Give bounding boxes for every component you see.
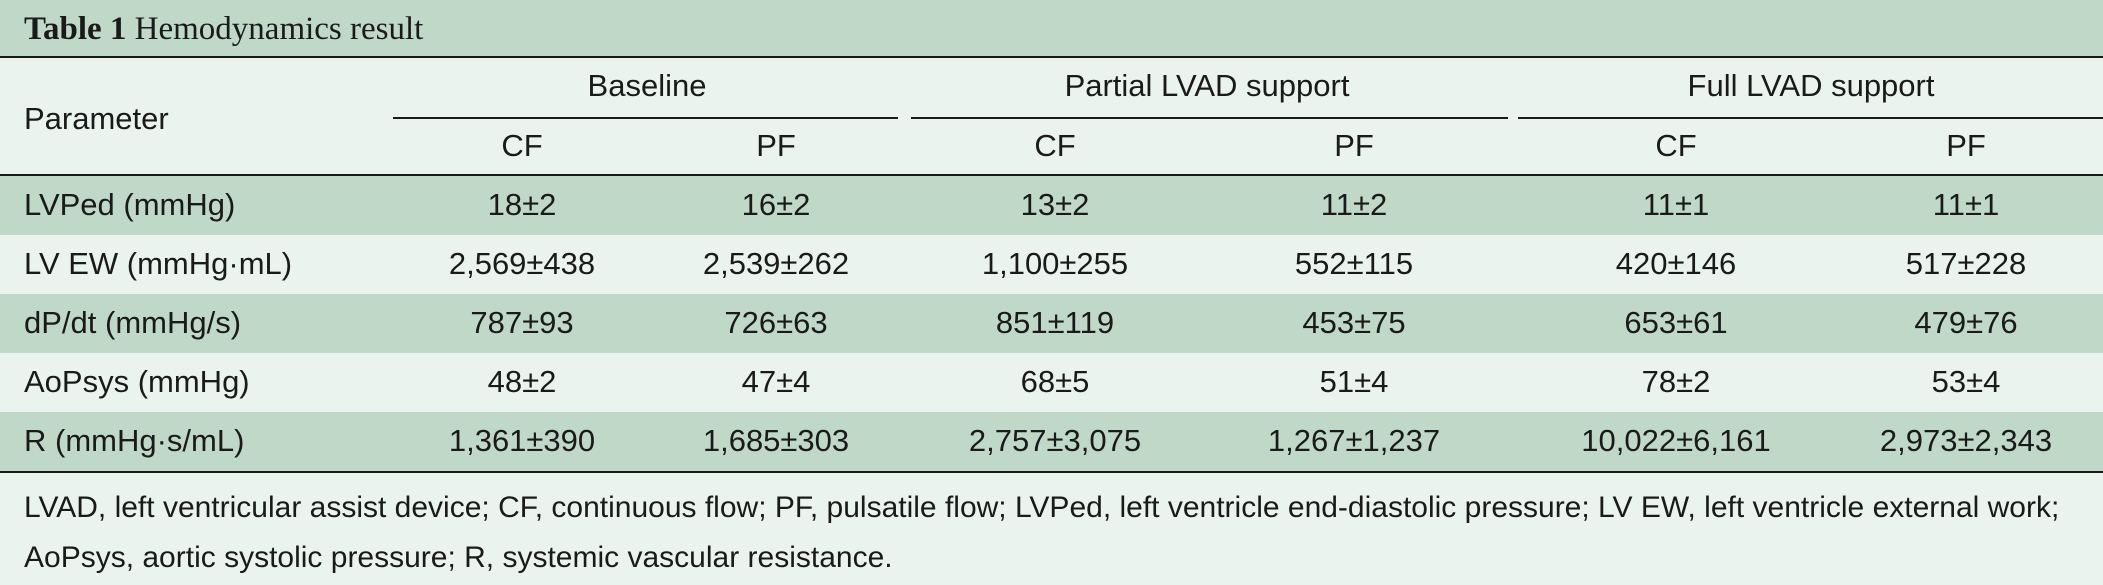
cell-full-cf: 11±1 bbox=[1642, 187, 1710, 222]
table-footnote: LVAD, left ventricular assist device; CF… bbox=[0, 471, 2103, 585]
header-group-full-lvad: Full LVAD support bbox=[1687, 68, 1935, 103]
cell-baseline-pf: 47±4 bbox=[741, 364, 811, 399]
group-underline-partial-lvad bbox=[911, 117, 1508, 119]
cell-baseline-pf: 16±2 bbox=[741, 187, 811, 222]
cell-partial-cf: 68±5 bbox=[1020, 364, 1090, 399]
cell-partial-pf: 11±2 bbox=[1320, 187, 1388, 222]
table-number: Table 1 bbox=[24, 11, 127, 47]
cell-full-cf: 420±146 bbox=[1615, 246, 1737, 281]
cell-full-pf: 479±76 bbox=[1914, 305, 2018, 340]
subheader-full-pf: PF bbox=[1946, 128, 1986, 163]
cell-baseline-cf: 18±2 bbox=[487, 187, 557, 222]
cell-full-pf: 11±1 bbox=[1932, 187, 2000, 222]
cell-partial-cf: 13±2 bbox=[1020, 187, 1090, 222]
cell-full-pf: 517±228 bbox=[1905, 246, 2027, 281]
cell-partial-pf: 1,267±1,237 bbox=[1267, 423, 1441, 458]
table-caption: Hemodynamics result bbox=[134, 11, 424, 47]
group-underline-baseline bbox=[393, 117, 898, 119]
table-title-bar: Table 1 Hemodynamics result bbox=[0, 0, 2103, 58]
subheader-baseline-cf: CF bbox=[501, 128, 543, 163]
header-parameter: Parameter bbox=[24, 101, 169, 136]
table-row: AoPsys (mmHg) 48±2 47±4 68±5 51±4 78±2 5… bbox=[0, 353, 2103, 412]
table-row: LVPed (mmHg) 18±2 16±2 13±2 11±2 11±1 11… bbox=[0, 176, 2103, 235]
table-header: Parameter Baseline Partial LVAD support … bbox=[0, 58, 2103, 176]
cell-full-cf: 10,022±6,161 bbox=[1581, 423, 1771, 458]
cell-baseline-cf: 787±93 bbox=[470, 305, 574, 340]
subheader-partial-pf: PF bbox=[1334, 128, 1374, 163]
cell-baseline-cf: 48±2 bbox=[487, 364, 557, 399]
cell-partial-cf: 851±119 bbox=[995, 305, 1115, 340]
header-group-baseline: Baseline bbox=[587, 68, 707, 103]
cell-baseline-cf: 1,361±390 bbox=[448, 423, 596, 458]
cell-full-cf: 78±2 bbox=[1641, 364, 1711, 399]
table-row: LV EW (mmHg·mL) 2,569±438 2,539±262 1,10… bbox=[0, 235, 2103, 294]
cell-baseline-pf: 1,685±303 bbox=[702, 423, 850, 458]
table-title: Table 1 Hemodynamics result bbox=[24, 10, 423, 48]
table-row: R (mmHg·s/mL) 1,361±390 1,685±303 2,757±… bbox=[0, 412, 2103, 471]
cell-full-pf: 53±4 bbox=[1931, 364, 2001, 399]
row-parameter: LVPed (mmHg) bbox=[24, 187, 236, 222]
cell-baseline-cf: 2,569±438 bbox=[448, 246, 596, 281]
cell-partial-pf: 51±4 bbox=[1319, 364, 1389, 399]
group-underline-full-lvad bbox=[1518, 117, 2103, 119]
row-parameter: dP/dt (mmHg/s) bbox=[24, 305, 242, 340]
cell-baseline-pf: 2,539±262 bbox=[702, 246, 850, 281]
row-parameter: LV EW (mmHg·mL) bbox=[24, 246, 293, 281]
row-parameter: R (mmHg·s/mL) bbox=[24, 423, 245, 458]
header-group-partial-lvad: Partial LVAD support bbox=[1064, 68, 1350, 103]
cell-partial-pf: 453±75 bbox=[1302, 305, 1406, 340]
footnote-text: LVAD, left ventricular assist device; CF… bbox=[24, 491, 2060, 574]
cell-partial-cf: 2,757±3,075 bbox=[968, 423, 1142, 458]
subheader-partial-cf: CF bbox=[1034, 128, 1076, 163]
subheader-full-cf: CF bbox=[1655, 128, 1697, 163]
cell-partial-pf: 552±115 bbox=[1294, 246, 1414, 281]
cell-full-pf: 2,973±2,343 bbox=[1879, 423, 2053, 458]
cell-full-cf: 653±61 bbox=[1624, 305, 1728, 340]
subheader-baseline-pf: PF bbox=[756, 128, 796, 163]
row-parameter: AoPsys (mmHg) bbox=[24, 364, 250, 399]
table-row: dP/dt (mmHg/s) 787±93 726±63 851±119 453… bbox=[0, 294, 2103, 353]
cell-partial-cf: 1,100±255 bbox=[981, 246, 1129, 281]
cell-baseline-pf: 726±63 bbox=[724, 305, 828, 340]
